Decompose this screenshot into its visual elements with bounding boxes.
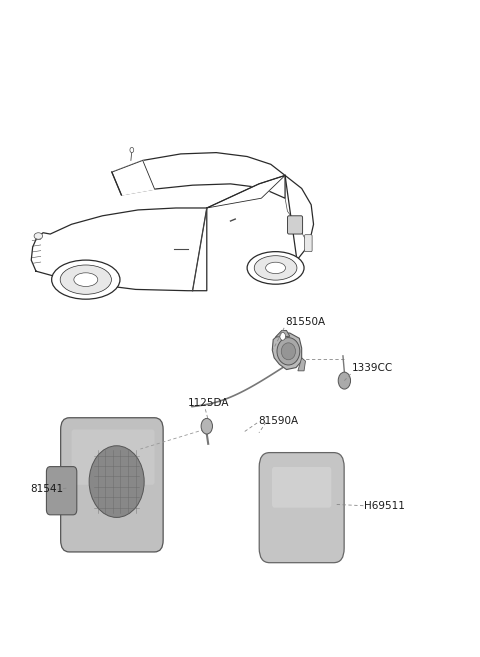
Polygon shape <box>31 208 207 290</box>
Ellipse shape <box>247 252 304 284</box>
Ellipse shape <box>277 338 300 365</box>
Polygon shape <box>285 175 313 260</box>
Polygon shape <box>276 330 290 337</box>
Ellipse shape <box>74 273 98 286</box>
FancyBboxPatch shape <box>304 235 312 252</box>
FancyBboxPatch shape <box>288 215 302 234</box>
FancyBboxPatch shape <box>47 466 77 515</box>
FancyBboxPatch shape <box>72 430 155 485</box>
Circle shape <box>130 147 134 152</box>
FancyBboxPatch shape <box>272 467 331 508</box>
Ellipse shape <box>254 256 297 280</box>
Text: 81550A: 81550A <box>285 317 325 327</box>
Ellipse shape <box>281 343 296 360</box>
Polygon shape <box>272 333 301 369</box>
Text: 81590A: 81590A <box>258 416 298 426</box>
Ellipse shape <box>52 260 120 299</box>
Text: H69511: H69511 <box>364 501 405 510</box>
Polygon shape <box>112 160 155 195</box>
Ellipse shape <box>265 262 286 273</box>
Polygon shape <box>31 224 72 271</box>
Ellipse shape <box>60 265 111 294</box>
FancyBboxPatch shape <box>259 453 344 562</box>
Polygon shape <box>207 175 285 208</box>
Circle shape <box>280 332 286 340</box>
Ellipse shape <box>34 233 43 239</box>
FancyBboxPatch shape <box>60 418 163 552</box>
Text: 81541: 81541 <box>30 484 63 495</box>
Circle shape <box>201 419 213 434</box>
Text: 1125DA: 1125DA <box>188 398 229 408</box>
Ellipse shape <box>89 445 144 518</box>
Circle shape <box>338 372 350 389</box>
Polygon shape <box>298 358 305 371</box>
Polygon shape <box>112 152 285 198</box>
Text: 1339CC: 1339CC <box>351 363 393 373</box>
